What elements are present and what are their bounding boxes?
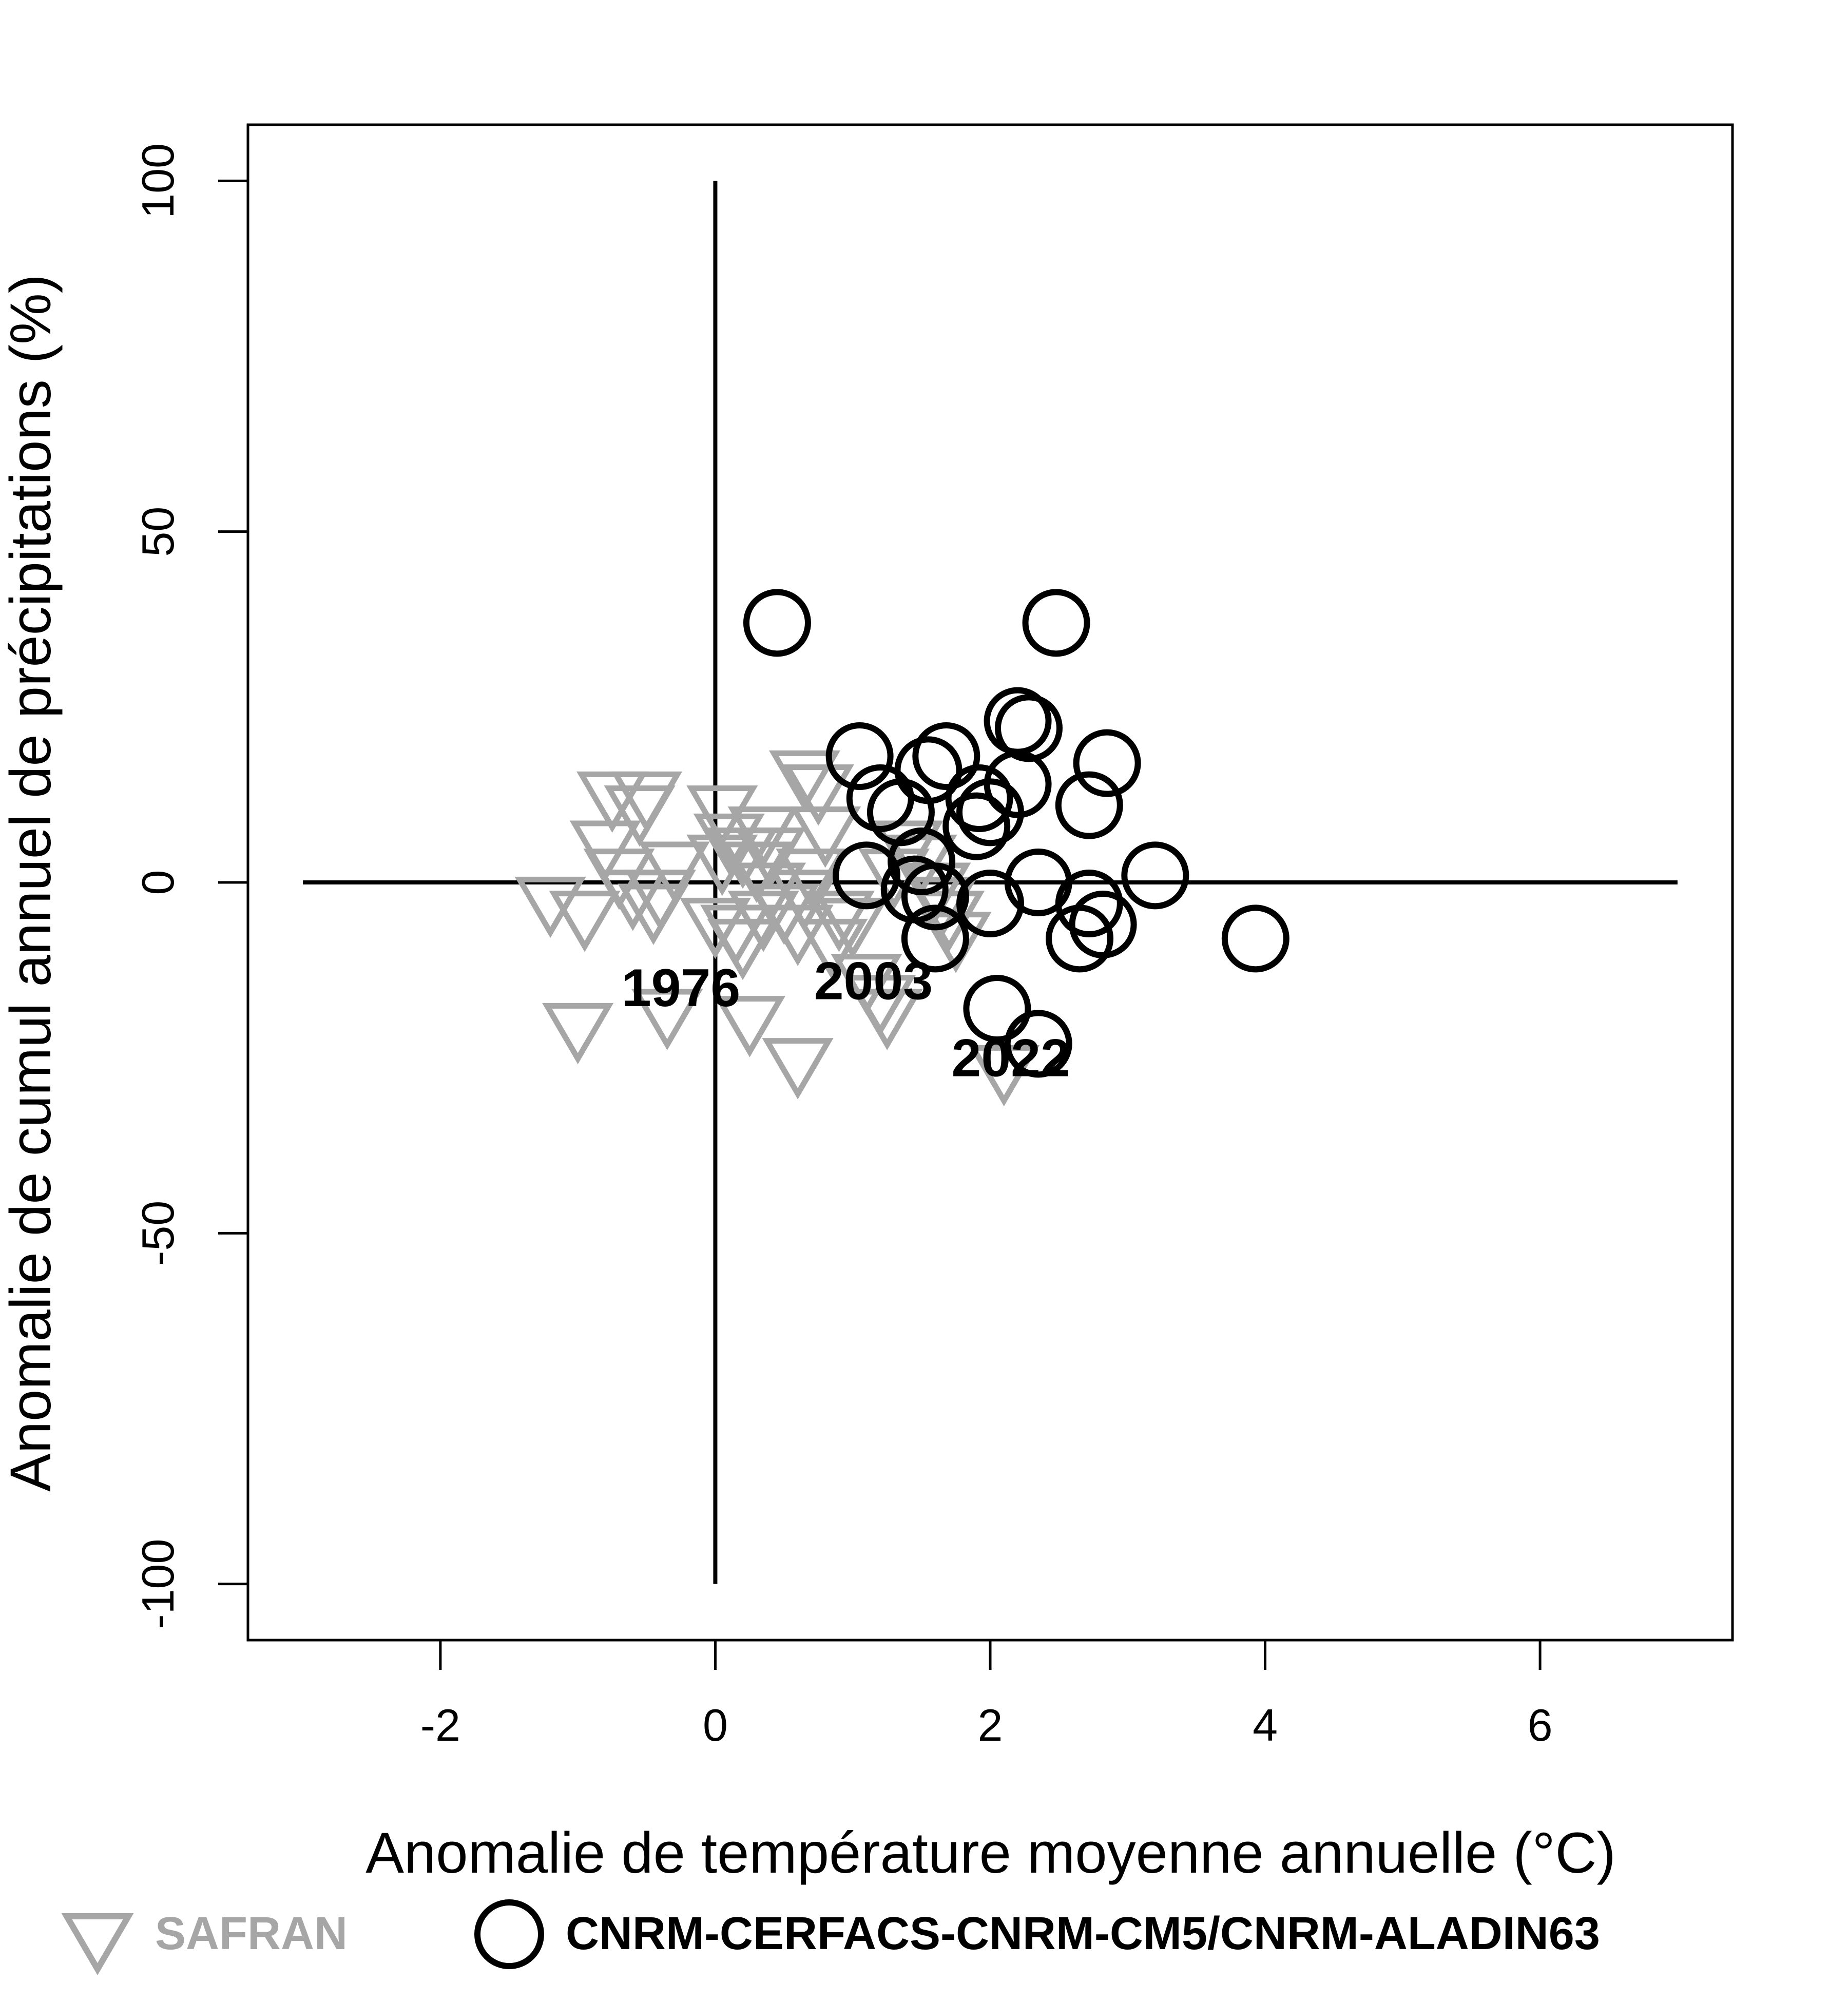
model-point xyxy=(1055,870,1123,937)
safran-point xyxy=(968,1045,1040,1107)
model-point xyxy=(956,778,1024,846)
model-point xyxy=(1022,589,1090,657)
model-point xyxy=(1004,1010,1072,1078)
model-point xyxy=(1055,771,1123,839)
year-label: 2022 xyxy=(951,1029,1070,1088)
model-point xyxy=(912,722,980,790)
legend-safran-label: SAFRAN xyxy=(155,1908,348,1959)
model-point xyxy=(888,827,956,895)
model-point xyxy=(743,589,811,657)
x-axis-title: Anomalie de température moyenne annuelle… xyxy=(365,1821,1615,1885)
model-point xyxy=(880,855,949,923)
x-tick-label: 6 xyxy=(1528,1700,1553,1750)
safran-points xyxy=(514,750,1040,1107)
model-point xyxy=(1046,904,1114,973)
model-point xyxy=(942,792,1011,860)
legend-model-marker xyxy=(474,1899,544,1969)
model-points xyxy=(743,589,1289,1078)
model-point xyxy=(846,764,914,832)
model-point xyxy=(994,694,1063,762)
model-point xyxy=(1121,841,1189,910)
safran-point xyxy=(679,897,752,959)
year-label: 2003 xyxy=(814,951,933,1011)
safran-point xyxy=(549,891,621,952)
safran-point xyxy=(762,904,834,966)
x-tick-label: 0 xyxy=(703,1700,728,1750)
safran-point xyxy=(631,989,703,1050)
model-point xyxy=(963,975,1031,1043)
y-tick-label: 100 xyxy=(132,143,183,219)
legend-safran-marker xyxy=(61,1913,134,1975)
legend: SAFRAN CNRM-CERFACS-CNRM-CM5/CNRM-ALADIN… xyxy=(61,1899,1600,1975)
safran-point xyxy=(851,989,923,1050)
y-tick-label: -50 xyxy=(132,1201,183,1266)
safran-point xyxy=(638,841,710,903)
model-point xyxy=(867,778,935,846)
model-point xyxy=(1073,729,1141,797)
model-point xyxy=(1221,904,1289,973)
safran-point xyxy=(514,876,586,938)
x-tick-label: 2 xyxy=(978,1700,1003,1750)
safran-point xyxy=(776,849,848,910)
legend-model-label: CNRM-CERFACS-CNRM-CM5/CNRM-ALADIN63 xyxy=(566,1908,1600,1959)
x-axis: -2 0 2 4 6 xyxy=(420,1640,1553,1750)
y-tick-label: 50 xyxy=(132,507,183,557)
safran-point xyxy=(576,771,648,833)
model-point xyxy=(945,764,1013,832)
safran-point xyxy=(782,764,854,826)
model-point xyxy=(825,722,894,790)
safran-point xyxy=(768,750,841,812)
safran-point xyxy=(707,918,779,980)
safran-point xyxy=(790,806,861,868)
y-axis-title: Anomalie de cumul annuel de précipitatio… xyxy=(0,274,63,1492)
y-tick-label: 0 xyxy=(132,870,183,895)
x-tick-label: 4 xyxy=(1253,1700,1278,1750)
safran-point xyxy=(762,1038,834,1100)
safran-point xyxy=(714,996,785,1057)
x-tick-label: -2 xyxy=(420,1700,460,1750)
y-tick-label: -100 xyxy=(132,1539,183,1629)
year-label: 1976 xyxy=(622,958,740,1018)
safran-point xyxy=(604,785,676,847)
safran-point xyxy=(542,1003,614,1065)
year-annotations: 1976 2003 2022 xyxy=(622,951,1070,1088)
model-point xyxy=(956,870,1024,937)
y-axis: -100 -50 0 50 100 xyxy=(132,143,248,1629)
safran-point xyxy=(727,891,799,952)
model-point xyxy=(901,904,969,973)
